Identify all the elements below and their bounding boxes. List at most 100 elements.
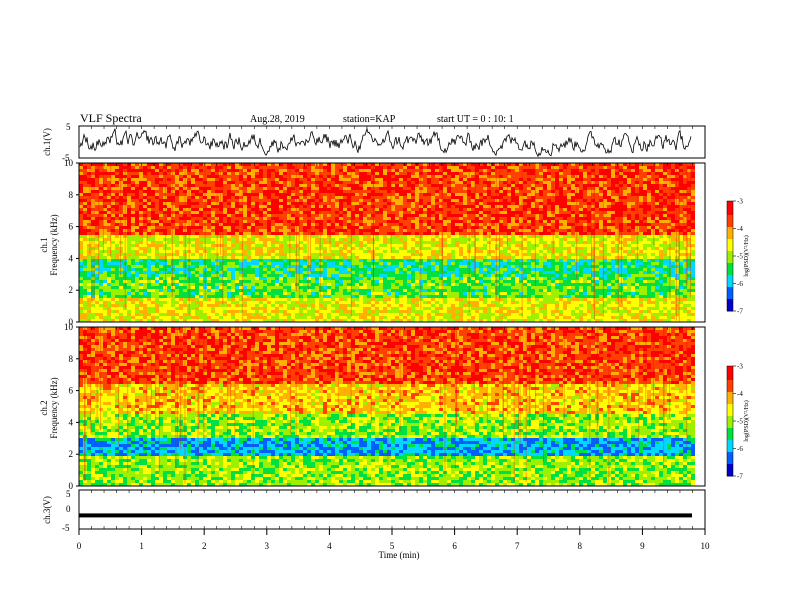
- spectrogram-cell: [403, 238, 407, 241]
- spectrogram-cell: [335, 166, 339, 169]
- spectrogram-cell: [295, 250, 299, 253]
- spectrogram-cell: [139, 256, 143, 259]
- spectrogram-cell: [139, 196, 143, 199]
- spectrogram-cell: [535, 208, 539, 211]
- spectrogram-cell: [255, 202, 259, 205]
- spectrogram-cell: [603, 238, 607, 241]
- spectrogram-cell: [587, 187, 591, 190]
- spectrogram-cell: [659, 184, 663, 187]
- spectrogram-cell: [219, 193, 223, 196]
- spectrogram-cell: [111, 163, 115, 166]
- spectrogram-cell: [435, 166, 439, 169]
- spectrogram-cell: [651, 220, 655, 223]
- spectrogram-cell: [139, 169, 143, 172]
- spectrogram-cell: [623, 175, 627, 178]
- spectrogram-cell: [143, 211, 147, 214]
- spectrogram-cell: [247, 208, 251, 211]
- spectrogram-cell: [247, 226, 251, 229]
- spectrogram-cell: [191, 259, 195, 262]
- spectrogram-cell: [587, 223, 591, 226]
- spectrogram-cell: [383, 202, 387, 205]
- spectrogram-cell: [631, 256, 635, 259]
- spectrogram-cell: [363, 244, 367, 247]
- spectrogram-cell: [591, 253, 595, 256]
- spectrogram-cell: [515, 247, 519, 250]
- spectrogram-cell: [251, 193, 255, 196]
- spectrogram-cell: [579, 184, 583, 187]
- spectrogram-cell: [151, 205, 155, 208]
- spectrogram-cell: [175, 193, 179, 196]
- spectrogram-cell: [103, 220, 107, 223]
- spectrogram-cell: [163, 208, 167, 211]
- spectrogram-cell: [115, 166, 119, 169]
- spectrogram-cell: [595, 205, 599, 208]
- spectrogram-cell: [571, 199, 575, 202]
- spectrogram-cell: [111, 202, 115, 205]
- spectrogram-cell: [415, 193, 419, 196]
- spectrogram-cell: [559, 199, 563, 202]
- spectrogram-cell: [363, 181, 367, 184]
- spectrogram-cell: [91, 238, 95, 241]
- spectrogram-cell: [127, 175, 131, 178]
- spectrogram-cell: [483, 256, 487, 259]
- spectrogram-cell: [207, 172, 211, 175]
- spectrogram-cell: [355, 214, 359, 217]
- spectrogram-cell: [295, 187, 299, 190]
- spectrogram-cell: [523, 178, 527, 181]
- spectrogram-cell: [187, 199, 191, 202]
- spectrogram-cell: [207, 166, 211, 169]
- spectrogram-cell: [151, 202, 155, 205]
- spectrogram-cell: [459, 172, 463, 175]
- spectrogram-cell: [159, 169, 163, 172]
- spectrogram-cell: [203, 190, 207, 193]
- spectrogram-cell: [291, 238, 295, 241]
- spectrogram-cell: [611, 211, 615, 214]
- spectrogram-cell: [367, 220, 371, 223]
- spectrogram-cell: [347, 250, 351, 253]
- spectrogram-cell: [219, 211, 223, 214]
- spectrogram-cell: [159, 223, 163, 226]
- spectrogram-cell: [523, 181, 527, 184]
- spectrogram-cell: [291, 205, 295, 208]
- spectrogram-cell: [283, 259, 287, 262]
- spectrogram-cell: [631, 169, 635, 172]
- spectrogram-cell: [667, 193, 671, 196]
- spectrogram-cell: [519, 184, 523, 187]
- spectrogram-cell: [155, 169, 159, 172]
- spectrogram-cell: [111, 193, 115, 196]
- spectrogram-cell: [383, 205, 387, 208]
- spectrogram-cell: [259, 244, 263, 247]
- spectrogram-cell: [631, 214, 635, 217]
- spectrogram-cell: [279, 187, 283, 190]
- spectrogram-cell: [623, 208, 627, 211]
- spectrogram-cell: [615, 181, 619, 184]
- spectrogram-cell: [599, 187, 603, 190]
- spectrogram-cell: [395, 238, 399, 241]
- spectrogram-cell: [231, 214, 235, 217]
- spectrogram-cell: [455, 193, 459, 196]
- spectrogram-cell: [467, 253, 471, 256]
- spectrogram-cell: [555, 238, 559, 241]
- spectrogram-cell: [123, 166, 127, 169]
- spectrogram-cell: [603, 169, 607, 172]
- spectrogram-cell: [199, 190, 203, 193]
- spectrogram-cell: [499, 223, 503, 226]
- spectrogram-cell: [543, 250, 547, 253]
- spectrogram-cell: [259, 175, 263, 178]
- spectrogram-cell: [499, 181, 503, 184]
- spectrogram-cell: [171, 193, 175, 196]
- spectrogram-cell: [571, 190, 575, 193]
- spectrogram-cell: [483, 229, 487, 232]
- spectrogram-cell: [263, 169, 267, 172]
- spectrogram-cell: [595, 175, 599, 178]
- spectrogram-cell: [363, 163, 367, 166]
- spectrogram-cell: [135, 244, 139, 247]
- spectrogram-cell: [247, 232, 251, 235]
- spectrogram-cell: [223, 256, 227, 259]
- spectrogram-cell: [163, 163, 167, 166]
- spectrogram-cell: [687, 208, 691, 211]
- spectrogram-cell: [671, 205, 675, 208]
- spectrogram-cell: [431, 256, 435, 259]
- spectrogram-cell: [459, 166, 463, 169]
- spectrogram-cell: [175, 208, 179, 211]
